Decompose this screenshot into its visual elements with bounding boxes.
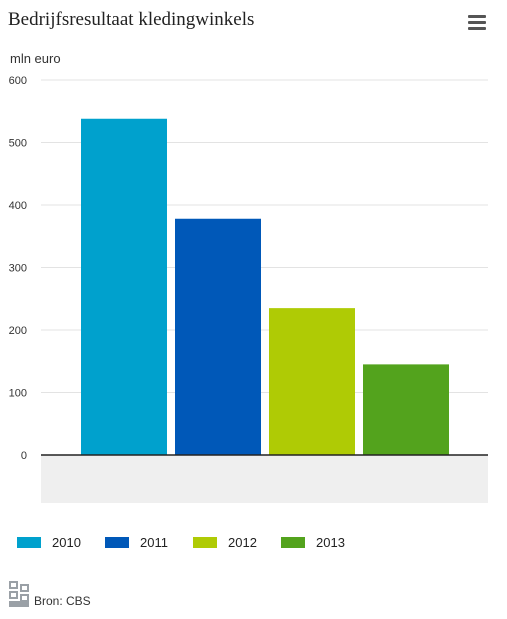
- legend-swatch: [193, 537, 217, 548]
- y-tick-label: 0: [21, 450, 27, 462]
- hamburger-menu-icon[interactable]: [468, 15, 486, 31]
- negative-area-band: [41, 455, 488, 503]
- legend-swatch: [17, 537, 41, 548]
- y-tick-label: 600: [9, 75, 27, 87]
- legend-swatch: [105, 537, 129, 548]
- legend-label: 2010: [52, 535, 81, 550]
- y-tick-label: 500: [9, 138, 27, 150]
- y-tick-label: 400: [9, 200, 27, 212]
- cbs-logo-icon: [9, 581, 29, 607]
- y-tick-label: 100: [9, 388, 27, 400]
- bars: [81, 118, 449, 455]
- legend-label: 2013: [316, 535, 345, 550]
- bar-chart: 0 100 200 300 400 500 600: [9, 75, 488, 503]
- legend: 2010 2011 2012 2013: [17, 535, 369, 550]
- legend-item-2012[interactable]: 2012: [193, 535, 281, 550]
- legend-item-2013[interactable]: 2013: [281, 535, 369, 550]
- source: Bron: CBS: [8, 580, 91, 608]
- y-tick-labels: 0 100 200 300 400 500 600: [9, 75, 27, 462]
- y-axis-unit-label: mln euro: [10, 51, 61, 66]
- legend-item-2011[interactable]: 2011: [105, 535, 193, 550]
- y-tick-label: 300: [9, 263, 27, 275]
- y-tick-label: 200: [9, 325, 27, 337]
- legend-label: 2012: [228, 535, 257, 550]
- bar-2012[interactable]: [269, 308, 355, 455]
- legend-swatch: [281, 537, 305, 548]
- bar-2011[interactable]: [175, 218, 261, 455]
- legend-label: 2011: [140, 535, 168, 550]
- bar-2010[interactable]: [81, 118, 167, 455]
- chart-title: Bedrijfsresultaat kledingwinkels: [8, 9, 255, 30]
- source-label: Bron: CBS: [34, 594, 91, 608]
- legend-item-2010[interactable]: 2010: [17, 535, 105, 550]
- bar-2013[interactable]: [363, 364, 449, 455]
